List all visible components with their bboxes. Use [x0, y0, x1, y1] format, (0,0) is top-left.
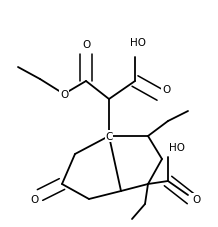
Text: O: O [192, 194, 200, 204]
Text: O: O [60, 90, 68, 100]
Text: HO: HO [169, 142, 185, 152]
Text: O: O [30, 194, 38, 204]
Text: O: O [162, 85, 170, 95]
Text: C: C [105, 131, 113, 141]
Text: HO: HO [130, 38, 146, 48]
Text: O: O [82, 40, 90, 50]
